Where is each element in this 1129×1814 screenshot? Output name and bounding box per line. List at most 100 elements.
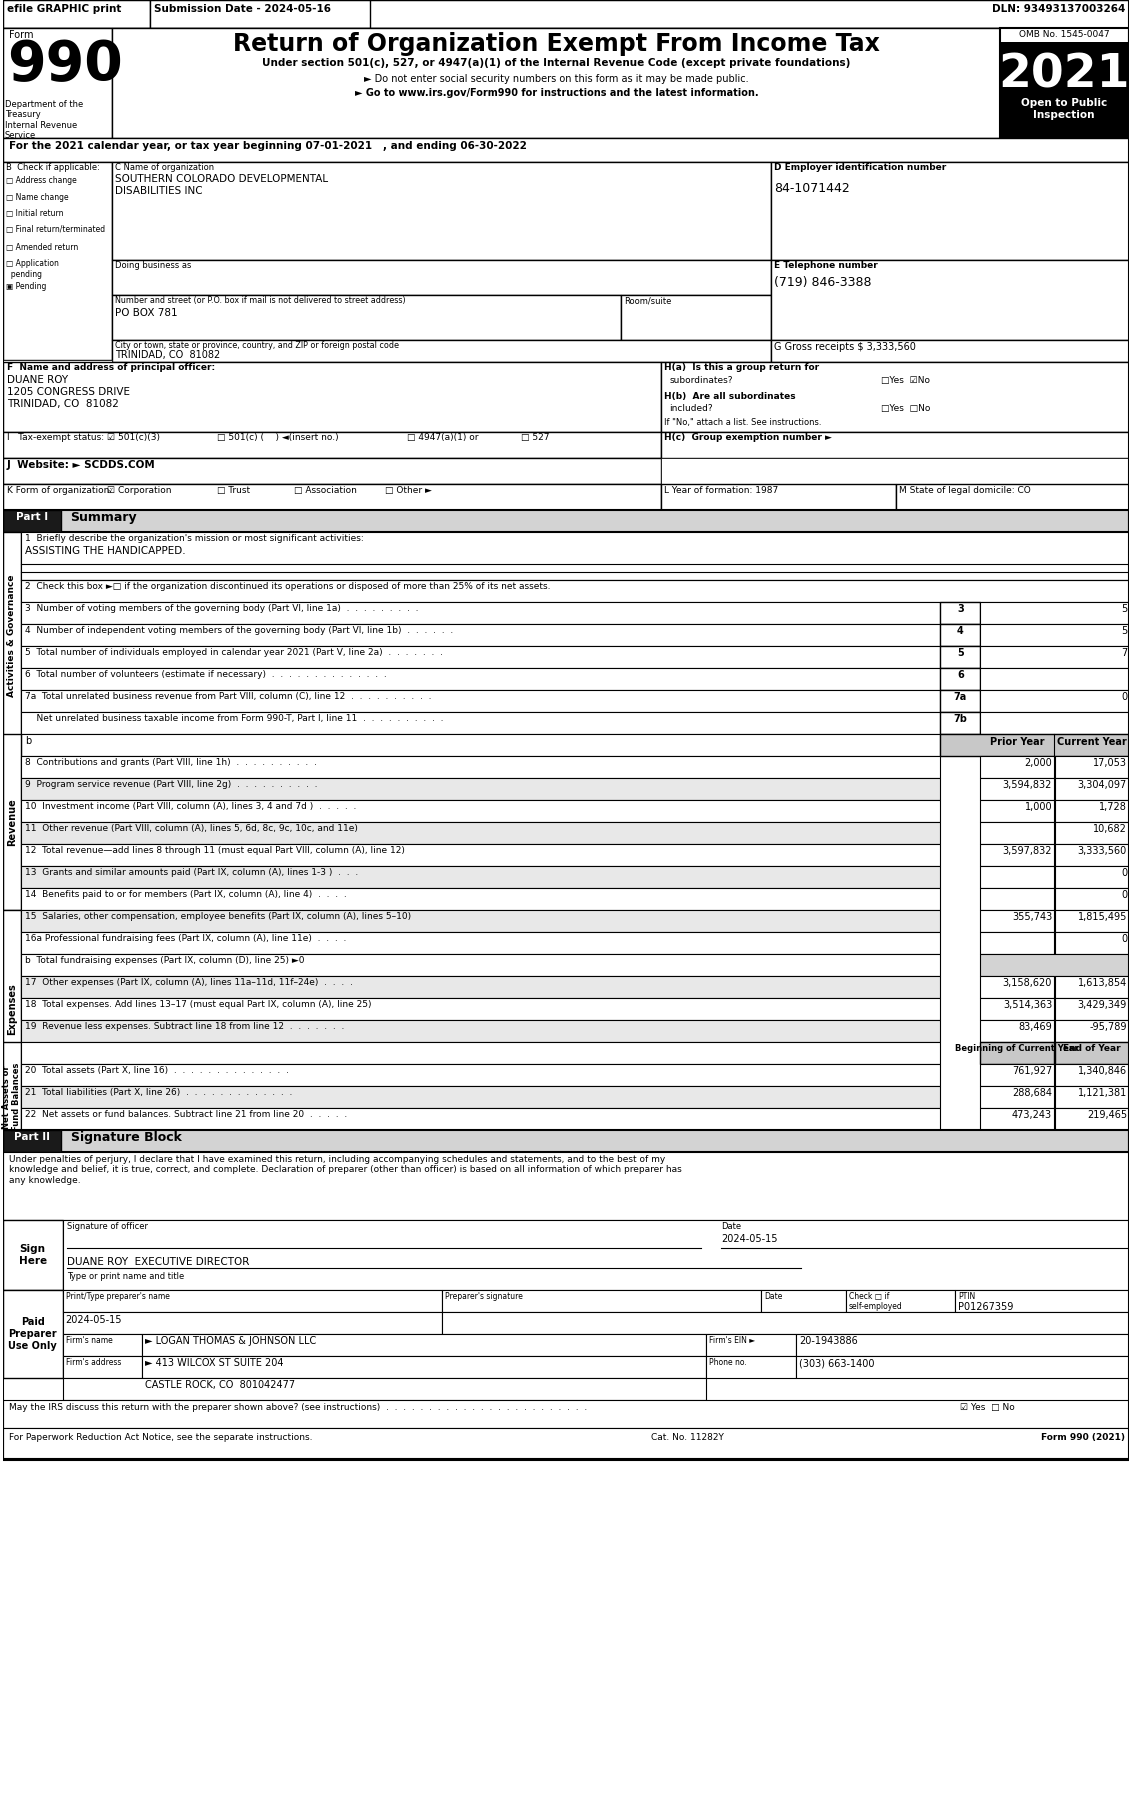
- Bar: [940, 602, 980, 624]
- Text: 3,158,620: 3,158,620: [1003, 978, 1052, 989]
- Text: Signature Block: Signature Block: [70, 1130, 182, 1145]
- Text: pending: pending: [6, 270, 42, 279]
- Bar: [940, 689, 980, 713]
- Text: b  Total fundraising expenses (Part IX, column (D), line 25) ►0: b Total fundraising expenses (Part IX, c…: [25, 956, 304, 965]
- Text: SOUTHERN COLORADO DEVELOPMENTAL: SOUTHERN COLORADO DEVELOPMENTAL: [115, 174, 329, 183]
- Bar: [980, 998, 1054, 1019]
- Bar: [2, 0, 1129, 27]
- Bar: [1000, 27, 1129, 138]
- Text: ► LOGAN THOMAS & JOHNSON LLC: ► LOGAN THOMAS & JOHNSON LLC: [146, 1335, 316, 1346]
- Text: P01267359: P01267359: [959, 1302, 1014, 1312]
- Text: 0: 0: [1121, 691, 1127, 702]
- Text: □ Amended return: □ Amended return: [6, 243, 78, 252]
- Bar: [980, 911, 1054, 932]
- Text: □ Address change: □ Address change: [6, 176, 77, 185]
- Text: Activities & Governance: Activities & Governance: [7, 575, 16, 697]
- Text: 20-1943886: 20-1943886: [799, 1335, 858, 1346]
- Bar: [796, 1333, 1129, 1357]
- Bar: [2, 363, 662, 432]
- Bar: [2, 1221, 62, 1290]
- Text: Phone no.: Phone no.: [709, 1359, 746, 1368]
- Text: efile GRAPHIC print: efile GRAPHIC print: [7, 4, 121, 15]
- Text: 15  Salaries, other compensation, employee benefits (Part IX, column (A), lines : 15 Salaries, other compensation, employe…: [25, 912, 411, 922]
- Bar: [2, 432, 662, 457]
- Text: Part I: Part I: [16, 512, 47, 522]
- Bar: [1056, 889, 1129, 911]
- Text: 7a  Total unrelated business revenue from Part VIII, column (C), line 12  .  .  : 7a Total unrelated business revenue from…: [25, 691, 431, 700]
- Text: □ Association: □ Association: [294, 486, 357, 495]
- Text: Firm's address: Firm's address: [65, 1359, 121, 1368]
- Text: 3,333,560: 3,333,560: [1078, 845, 1127, 856]
- Bar: [142, 1333, 706, 1357]
- Text: PO BOX 781: PO BOX 781: [115, 308, 178, 317]
- Bar: [662, 484, 895, 510]
- Text: Doing business as: Doing business as: [115, 261, 192, 270]
- Text: J  Website: ► SCDDS.COM: J Website: ► SCDDS.COM: [7, 461, 156, 470]
- Bar: [980, 1019, 1054, 1041]
- Text: 12  Total revenue—add lines 8 through 11 (must equal Part VIII, column (A), line: 12 Total revenue—add lines 8 through 11 …: [25, 845, 404, 854]
- Bar: [2, 138, 1129, 161]
- Bar: [150, 0, 370, 27]
- Text: If "No," attach a list. See instructions.: If "No," attach a list. See instructions…: [664, 417, 822, 426]
- Bar: [113, 161, 771, 259]
- Text: TRINIDAD, CO  81082: TRINIDAD, CO 81082: [115, 350, 220, 359]
- Bar: [980, 976, 1054, 998]
- Bar: [940, 713, 980, 735]
- Bar: [20, 1041, 940, 1065]
- Text: F  Name and address of principal officer:: F Name and address of principal officer:: [7, 363, 215, 372]
- Bar: [846, 1290, 955, 1312]
- Text: 8  Contributions and grants (Part VIII, line 1h)  .  .  .  .  .  .  .  .  .  .: 8 Contributions and grants (Part VIII, l…: [25, 758, 316, 767]
- Bar: [706, 1357, 796, 1379]
- Bar: [771, 259, 1129, 339]
- Bar: [980, 689, 1129, 713]
- Text: 83,469: 83,469: [1018, 1021, 1052, 1032]
- Bar: [2, 1130, 61, 1152]
- Text: □ Other ►: □ Other ►: [385, 486, 431, 495]
- Bar: [1056, 800, 1129, 822]
- Text: 3,514,363: 3,514,363: [1003, 1000, 1052, 1010]
- Bar: [761, 1290, 846, 1312]
- Text: Expenses: Expenses: [7, 983, 17, 1034]
- Bar: [20, 932, 940, 954]
- Bar: [2, 1041, 20, 1152]
- Text: M State of legal domicile: CO: M State of legal domicile: CO: [899, 486, 1031, 495]
- Bar: [662, 363, 1129, 432]
- Bar: [1056, 976, 1129, 998]
- Bar: [62, 1290, 441, 1312]
- Text: 5: 5: [1121, 604, 1127, 613]
- Text: I   Tax-exempt status:: I Tax-exempt status:: [7, 434, 104, 443]
- Text: 2  Check this box ►□ if the organization discontinued its operations or disposed: 2 Check this box ►□ if the organization …: [25, 582, 550, 591]
- Bar: [1056, 1065, 1129, 1087]
- Text: May the IRS discuss this return with the preparer shown above? (see instructions: May the IRS discuss this return with the…: [9, 1402, 587, 1411]
- Text: 17  Other expenses (Part IX, column (A), lines 11a–11d, 11f–24e)  .  .  .  .: 17 Other expenses (Part IX, column (A), …: [25, 978, 352, 987]
- Text: Paid
Preparer
Use Only: Paid Preparer Use Only: [8, 1317, 58, 1351]
- Text: 1,613,854: 1,613,854: [1078, 978, 1127, 989]
- Text: 14  Benefits paid to or for members (Part IX, column (A), line 4)  .  .  .  .: 14 Benefits paid to or for members (Part…: [25, 891, 347, 900]
- Text: 1,340,846: 1,340,846: [1078, 1067, 1127, 1076]
- Bar: [2, 0, 150, 27]
- Bar: [2, 27, 1129, 138]
- Text: 7a: 7a: [954, 691, 968, 702]
- Bar: [20, 1108, 940, 1130]
- Text: Net Assets or
Fund Balances: Net Assets or Fund Balances: [2, 1063, 21, 1132]
- Bar: [113, 27, 1000, 138]
- Text: L Year of formation: 1987: L Year of formation: 1987: [664, 486, 778, 495]
- Text: ▣ Pending: ▣ Pending: [6, 281, 46, 290]
- Text: included?: included?: [669, 405, 712, 414]
- Text: 0: 0: [1121, 934, 1127, 943]
- Text: TRINIDAD, CO  81082: TRINIDAD, CO 81082: [7, 399, 119, 408]
- Bar: [62, 1357, 142, 1379]
- Bar: [20, 800, 940, 822]
- Text: 355,743: 355,743: [1012, 912, 1052, 922]
- Text: ☑ Yes  □ No: ☑ Yes □ No: [961, 1402, 1015, 1411]
- Text: 7b: 7b: [954, 715, 968, 724]
- Bar: [1000, 42, 1129, 96]
- Bar: [1056, 1087, 1129, 1108]
- Text: H(c)  Group exemption number ►: H(c) Group exemption number ►: [664, 434, 832, 443]
- Text: Check □ if
self-employed: Check □ if self-employed: [849, 1292, 902, 1312]
- Bar: [1056, 911, 1129, 932]
- Bar: [980, 954, 1129, 976]
- Text: 21  Total liabilities (Part X, line 26)  .  .  .  .  .  .  .  .  .  .  .  .  .: 21 Total liabilities (Part X, line 26) .…: [25, 1088, 292, 1097]
- Text: 19  Revenue less expenses. Subtract line 18 from line 12  .  .  .  .  .  .  .: 19 Revenue less expenses. Subtract line …: [25, 1021, 344, 1030]
- Text: Room/suite: Room/suite: [624, 296, 672, 305]
